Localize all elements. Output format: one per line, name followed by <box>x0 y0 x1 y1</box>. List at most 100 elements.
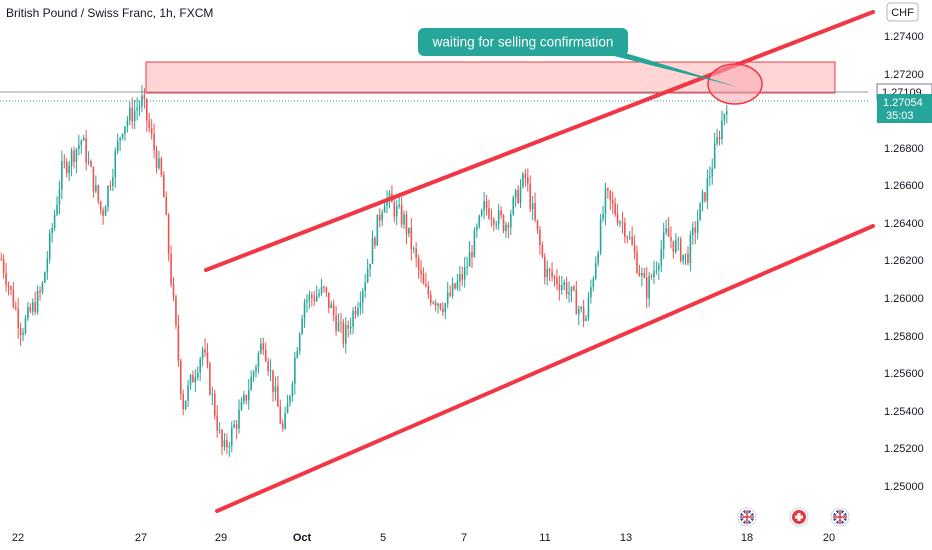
candle-body <box>670 236 672 241</box>
candle-body <box>199 359 201 373</box>
candle-body <box>614 203 616 215</box>
candle-body <box>650 276 653 278</box>
candle-body <box>645 277 648 299</box>
candle-body <box>78 144 80 149</box>
candle-body <box>303 302 306 319</box>
candle-body <box>662 232 665 250</box>
candle-body <box>291 383 294 396</box>
channel-upper-trendline[interactable] <box>204 10 875 272</box>
candle-body <box>308 294 311 301</box>
candle-body <box>158 158 160 169</box>
candle-body <box>575 289 578 315</box>
candle-body <box>46 258 49 273</box>
candle-body <box>422 274 425 284</box>
candle-body <box>616 214 619 224</box>
candle-body <box>131 107 134 122</box>
candle-body <box>514 189 517 198</box>
candle-body <box>383 205 386 213</box>
candle-body <box>148 120 151 129</box>
candle-body <box>95 185 97 192</box>
candle-body <box>395 206 398 217</box>
candle-body <box>61 161 63 190</box>
currency-box[interactable] <box>886 2 919 22</box>
candle-body <box>306 300 308 303</box>
candle-body <box>56 204 58 215</box>
candle-body <box>85 137 87 163</box>
price-tick: 1.25400 <box>884 406 924 418</box>
candle-body <box>432 302 434 304</box>
candle-body <box>5 272 7 285</box>
candle-body <box>607 188 609 191</box>
time-label: 22 <box>12 532 24 544</box>
candle-body <box>121 133 124 138</box>
time-label: 5 <box>380 532 386 544</box>
candle-body <box>337 322 340 331</box>
candle-body <box>427 286 430 295</box>
candle-body <box>114 151 117 178</box>
uk-flag-icon[interactable] <box>830 507 850 527</box>
candle-body <box>527 177 529 184</box>
candle-body <box>611 199 614 204</box>
candle-body <box>573 286 575 290</box>
candle-body <box>696 220 699 233</box>
channel-lower-trendline[interactable] <box>215 224 875 513</box>
candle-body <box>2 259 5 273</box>
candle-body <box>699 202 701 221</box>
candle-body <box>126 120 129 127</box>
candle-body <box>104 206 107 216</box>
candle-body <box>590 287 592 298</box>
uk-flag-icon[interactable] <box>737 507 757 527</box>
candle-body <box>558 284 561 291</box>
candle-body <box>175 296 177 326</box>
candle-body <box>429 294 432 303</box>
candle-body <box>721 120 723 140</box>
candle-body <box>711 167 714 177</box>
price-tick: 1.27400 <box>884 31 924 43</box>
candle-body <box>473 230 476 257</box>
candle-body <box>444 303 447 313</box>
candle-body <box>315 295 318 302</box>
candle-body <box>349 326 352 329</box>
candle-body <box>556 277 558 285</box>
candle-body <box>713 143 716 168</box>
candle-body <box>398 204 400 207</box>
candle-body <box>551 271 553 277</box>
candle-body <box>694 227 697 233</box>
candle-body <box>252 371 255 377</box>
candle-body <box>192 374 194 383</box>
target-ellipse[interactable] <box>707 63 763 105</box>
candle-body <box>660 249 663 266</box>
price-tick: 1.25600 <box>884 368 924 380</box>
candle-body <box>14 307 17 309</box>
candle-body <box>420 269 422 275</box>
candle-body <box>400 204 403 225</box>
candle-body <box>495 224 498 226</box>
candle-body <box>723 114 726 121</box>
candle-body <box>619 222 621 224</box>
candle-body <box>129 107 131 121</box>
swiss-flag-icon[interactable] <box>789 507 809 527</box>
candle-body <box>230 427 233 447</box>
candle-body <box>272 370 274 393</box>
candle-body <box>412 248 415 250</box>
candle-body <box>529 183 532 210</box>
candle-body <box>687 253 689 264</box>
candle-body <box>725 111 728 115</box>
candle-body <box>405 214 408 234</box>
candle-body <box>27 306 29 319</box>
candle-body <box>204 349 206 353</box>
candle-body <box>281 423 284 429</box>
candle-body <box>41 282 44 293</box>
candle-body <box>48 232 51 259</box>
candle-body <box>97 185 100 202</box>
candle-body <box>563 282 565 286</box>
candle-body <box>335 315 337 331</box>
candle-body <box>493 219 495 225</box>
candle-body <box>485 201 488 208</box>
candle-body <box>565 282 568 295</box>
annotation-callout[interactable]: waiting for selling confirmation <box>418 28 738 87</box>
candle-body <box>36 290 39 313</box>
time-axis[interactable] <box>0 520 868 550</box>
candle-body <box>243 394 245 402</box>
